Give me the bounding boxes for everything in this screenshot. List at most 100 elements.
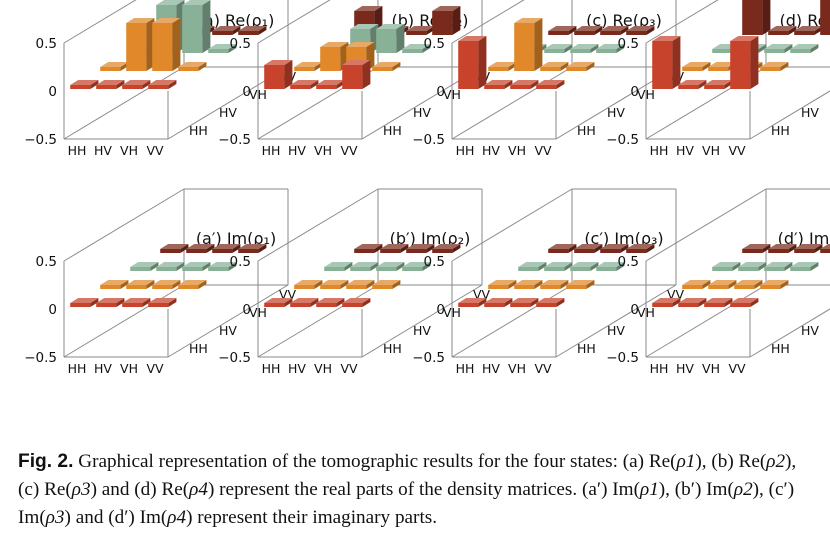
bar-front [178,285,199,289]
bar-r3-c4 [790,44,819,53]
col-label: HH [68,361,87,376]
bar-side [750,36,759,89]
panel-title: (c) Re(ρ₃) [586,11,662,30]
bar-front [402,49,423,53]
z-tick-label: 0.5 [618,36,639,52]
bar-side [206,244,215,253]
bar-top [488,280,517,285]
bar-top [212,26,241,31]
bar-r4-c4 [626,244,655,253]
bar-top [122,298,151,303]
bar-top [820,244,830,249]
col-label: HH [262,143,281,158]
bar-top [342,60,371,65]
bar-top [70,298,99,303]
caption-rho-1: ρ1 [676,451,696,472]
bar-side [168,80,177,89]
bar-front [380,249,401,253]
bar-side [504,80,513,89]
bar-side [538,262,547,271]
bar-front [100,67,121,71]
bar-r4-c2 [768,244,797,253]
box-edge [257,188,379,262]
col-label: HV [482,361,500,376]
bar-front [652,41,673,89]
bar-r1-c1 [70,80,99,89]
bar-r2-c2 [126,280,155,289]
bar-top [376,262,405,267]
row-label: HV [219,105,237,120]
col-label: VV [728,143,746,158]
bar-top [708,62,737,67]
bar-top [570,44,599,49]
bar-top [458,36,487,41]
bar-side [590,262,599,271]
bar-side [232,26,241,35]
bar-top [574,244,603,249]
bar-top [372,280,401,285]
bar-top [178,62,207,67]
bar-top [540,62,569,67]
bar-top [208,262,237,267]
bar-side [172,18,181,71]
bar-top [574,26,603,31]
bar-side [426,244,435,253]
bar-side [400,244,409,253]
bar-r2-c1 [682,280,711,289]
bar-top [100,280,129,285]
bar-top [536,80,565,85]
bar-top [548,26,577,31]
bar-side [620,244,629,253]
bar-r3-c3 [764,44,793,53]
bar-top [126,280,155,285]
bar-front [730,303,751,307]
z-tick-label: −0.5 [412,132,445,148]
bar-front [548,249,569,253]
bar-top [484,80,513,85]
bar-side [228,44,237,53]
bar-r3-c3 [570,44,599,53]
box-edge [451,0,525,44]
col-label: VV [340,143,358,158]
bar-r1-c4 [148,80,177,89]
bar-r1-c4 [148,298,177,307]
bar-side [620,26,629,35]
bar-top [402,44,431,49]
bar-top [734,280,763,285]
bar-r2-c2 [126,18,155,71]
bar-top [376,24,405,29]
caption-text-4: ), (c) Re( [18,451,797,500]
bar-side [646,244,655,253]
col-label: VH [508,143,526,158]
caption-text-2: ) [695,451,702,472]
bar-front [342,303,363,307]
bar-top [600,244,629,249]
z-tick-label: 0 [242,84,251,100]
bar-front [458,303,479,307]
bar-side [168,298,177,307]
bar-side [374,244,383,253]
bar-front [264,303,285,307]
z-tick-label: 0 [242,302,251,318]
bar-front [342,65,363,89]
bar-side [590,44,599,53]
bar-side [314,280,323,289]
bar-front [294,67,315,71]
bar-front [708,67,729,71]
bar-front [678,85,699,89]
bar-top [652,298,681,303]
bar-front [760,67,781,71]
bar-front [596,267,617,271]
bar-side [146,280,155,289]
bar-top [380,244,409,249]
bar-front [406,31,427,35]
bar-r2-c1 [294,280,323,289]
bar-front [186,249,207,253]
bar-side [646,26,655,35]
bar-top [768,26,797,31]
bar-side [228,262,237,271]
caption-rho-4b: ρ4 [167,507,187,528]
bar-side [202,262,211,271]
